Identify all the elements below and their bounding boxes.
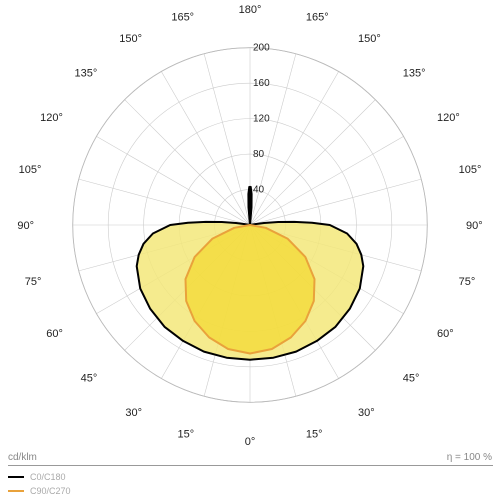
svg-text:30°: 30° (358, 407, 375, 419)
legend-swatch (8, 476, 24, 478)
legend-label: C0/C180 (30, 470, 66, 484)
svg-text:120°: 120° (40, 112, 63, 124)
svg-text:105°: 105° (459, 164, 482, 176)
svg-text:80: 80 (253, 149, 265, 160)
svg-text:165°: 165° (306, 11, 329, 23)
svg-text:165°: 165° (171, 11, 194, 23)
chart-legend: C0/C180C90/C270 (8, 470, 492, 498)
efficiency-label: η = 100 % (447, 452, 492, 463)
svg-text:40: 40 (253, 185, 265, 196)
chart-area: 40 80 120 160 200 135° 150° 165° 180° 165° 150° 135… (0, 0, 500, 450)
svg-text:150°: 150° (119, 33, 142, 45)
legend-item: C0/C180 (8, 470, 492, 484)
svg-text:135°: 135° (74, 67, 97, 79)
legend-swatch (8, 490, 24, 492)
svg-text:150°: 150° (358, 33, 381, 45)
svg-text:200: 200 (253, 43, 270, 54)
svg-text:60°: 60° (46, 328, 63, 340)
legend-label: C90/C270 (30, 484, 71, 498)
polar-chart-svg: 40 80 120 160 200 135° 150° 165° 180° 165° 150° 135… (0, 0, 500, 450)
svg-text:45°: 45° (403, 373, 420, 385)
svg-text:120°: 120° (437, 112, 460, 124)
svg-text:135°: 135° (403, 67, 426, 79)
svg-text:15°: 15° (177, 429, 194, 441)
svg-text:120: 120 (253, 114, 270, 125)
svg-text:0°: 0° (245, 436, 256, 448)
svg-text:90°: 90° (466, 220, 483, 232)
svg-text:160: 160 (253, 78, 270, 89)
chart-footer: cd/klm η = 100 % C0/C180C90/C270 (8, 452, 492, 498)
svg-text:15°: 15° (306, 429, 323, 441)
svg-text:60°: 60° (437, 328, 454, 340)
svg-text:45°: 45° (81, 373, 98, 385)
svg-text:90°: 90° (17, 220, 34, 232)
legend-item: C90/C270 (8, 484, 492, 498)
svg-text:75°: 75° (25, 276, 42, 288)
photometric-chart-container: 40 80 120 160 200 135° 150° 165° 180° 165° 150° 135… (0, 0, 500, 500)
svg-text:30°: 30° (125, 407, 142, 419)
unit-label: cd/klm (8, 452, 37, 463)
svg-text:75°: 75° (459, 276, 476, 288)
svg-text:105°: 105° (19, 164, 42, 176)
svg-text:180°: 180° (239, 4, 262, 16)
